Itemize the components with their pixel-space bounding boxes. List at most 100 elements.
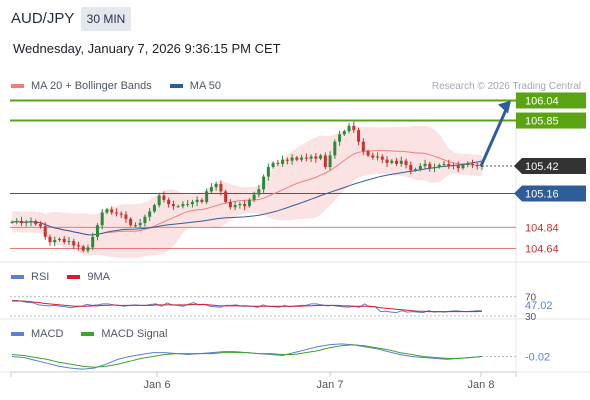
support-label: 104.64 [525, 243, 559, 255]
candle-body [442, 163, 446, 165]
candle-body [114, 212, 118, 214]
chart-datetime: Wednesday, January 7, 2026 9:36:15 PM CE… [13, 41, 281, 56]
candle-body [81, 246, 85, 251]
candle-body [357, 130, 361, 142]
candle-body [67, 241, 71, 243]
candle-body [285, 159, 289, 161]
x-tick-label: Jan 6 [144, 379, 171, 391]
timeframe-button[interactable]: 30 MIN [81, 7, 131, 31]
macd-current-value: -0.02 [525, 351, 550, 363]
candle-body [276, 162, 280, 164]
candle-body [319, 155, 323, 159]
candle-body [399, 160, 403, 164]
price-legend: MA 20 + Bollinger Bands MA 50 [11, 80, 239, 92]
legend-swatch-rsi-ma [67, 275, 81, 279]
rsi-ma-line [12, 300, 483, 313]
candle-body [352, 125, 356, 131]
legend-item-ma20: MA 20 + Bollinger Bands [11, 80, 152, 92]
candle-body [423, 163, 427, 167]
candle-body [300, 157, 304, 160]
ma50-line [11, 160, 483, 236]
candle-body [24, 222, 28, 224]
candle-body [19, 220, 23, 224]
candle-body [271, 162, 275, 168]
candle-body [48, 236, 52, 243]
legend-label-rsi: RSI [31, 271, 50, 283]
candle-body [409, 164, 413, 171]
candle-body [76, 245, 80, 247]
candle-body [129, 218, 133, 226]
legend-label-ma50: MA 50 [189, 80, 221, 92]
candle-body [167, 199, 171, 205]
candle-body [309, 156, 313, 159]
candle-body [29, 220, 33, 223]
resistance-label: 106.04 [525, 95, 559, 107]
pivot-label-box [514, 185, 586, 202]
candle-body [257, 189, 261, 195]
legend-label-macd: MACD [31, 328, 64, 340]
candle-body [461, 164, 465, 169]
legend-swatch-rsi [11, 275, 24, 279]
candle-body [162, 195, 166, 200]
candle-body [385, 159, 389, 163]
candle-body [219, 183, 223, 192]
candle-body [361, 141, 365, 152]
macd-legend: MACD MACD Signal [11, 328, 185, 340]
candle-body [371, 155, 375, 158]
legend-label-macd-signal: MACD Signal [101, 328, 168, 340]
candle-body [380, 156, 384, 160]
macd-line [11, 343, 483, 370]
candle-body [43, 226, 47, 237]
symbol-title: AUD/JPY [11, 10, 75, 27]
candle-body [404, 160, 408, 165]
candle-body [53, 240, 57, 243]
resistance-label: 105.85 [525, 116, 559, 128]
candle-body [181, 204, 185, 207]
legend-swatch-ma50 [169, 84, 183, 88]
x-tick-label: Jan 7 [317, 379, 344, 391]
candle-body [238, 204, 242, 206]
legend-label-ma20: MA 20 + Bollinger Bands [31, 80, 152, 92]
candle-body [471, 163, 475, 165]
x-tick-label: Jan 8 [468, 379, 495, 391]
candle-body [390, 160, 394, 163]
candle-body [304, 157, 308, 159]
candle-body [105, 209, 109, 213]
candle-body [243, 204, 247, 207]
candle-body [281, 159, 285, 164]
macd-signal-line [11, 344, 483, 368]
candle-body [376, 156, 380, 158]
candle-body [433, 167, 437, 169]
candle-body [333, 141, 337, 156]
candle-body [295, 157, 299, 160]
candle-body [428, 163, 432, 169]
candle-body [148, 211, 152, 217]
candle-body [452, 164, 456, 167]
candle-body [186, 204, 190, 206]
candle-body [247, 199, 251, 207]
legend-swatch-macd-signal [81, 332, 95, 336]
resistance-label-box [516, 92, 586, 109]
candle-body [124, 214, 128, 219]
candle-body [347, 125, 351, 132]
candle-body [119, 213, 123, 215]
last-price-box [514, 158, 586, 175]
candle-body [57, 238, 61, 241]
rsi-level-label: 70 [525, 293, 537, 304]
candle-body [224, 191, 228, 202]
candle-body [447, 163, 451, 167]
pivot-label: 105.16 [525, 189, 559, 201]
legend-swatch-ma20 [11, 84, 24, 88]
rsi-level-label: 30 [525, 312, 537, 323]
forecast-arrow-line [479, 106, 509, 167]
candle-body [86, 247, 90, 251]
candle-body [328, 155, 332, 168]
credit-text: Research © 2026 Trading Central [431, 81, 581, 92]
candle-body [314, 156, 318, 159]
candle-body [152, 205, 156, 212]
candle-body [209, 187, 213, 192]
candle-body [95, 225, 99, 237]
candle-body [171, 204, 175, 207]
candle-body [100, 212, 104, 226]
